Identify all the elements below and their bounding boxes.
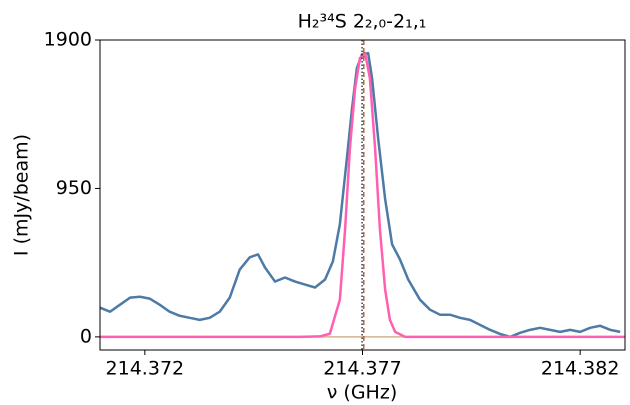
x-tick-label: 214.382: [541, 358, 620, 380]
data-line: [99, 51, 621, 339]
data-line: [100, 51, 625, 339]
y-axis-label: I (mJy/beam): [11, 134, 33, 256]
chart-title: H₂³⁴S 2₂,₀-2₁,₁: [298, 11, 427, 33]
x-tick-label: 214.372: [106, 358, 185, 380]
x-tick-label: 214.377: [323, 358, 402, 380]
y-tick-label: 1900: [44, 29, 92, 51]
y-tick-label: 0: [80, 325, 92, 347]
plot-frame: [99, 39, 626, 351]
y-tick-label: 950: [56, 177, 92, 199]
x-axis-label: ν (GHz): [327, 382, 397, 404]
